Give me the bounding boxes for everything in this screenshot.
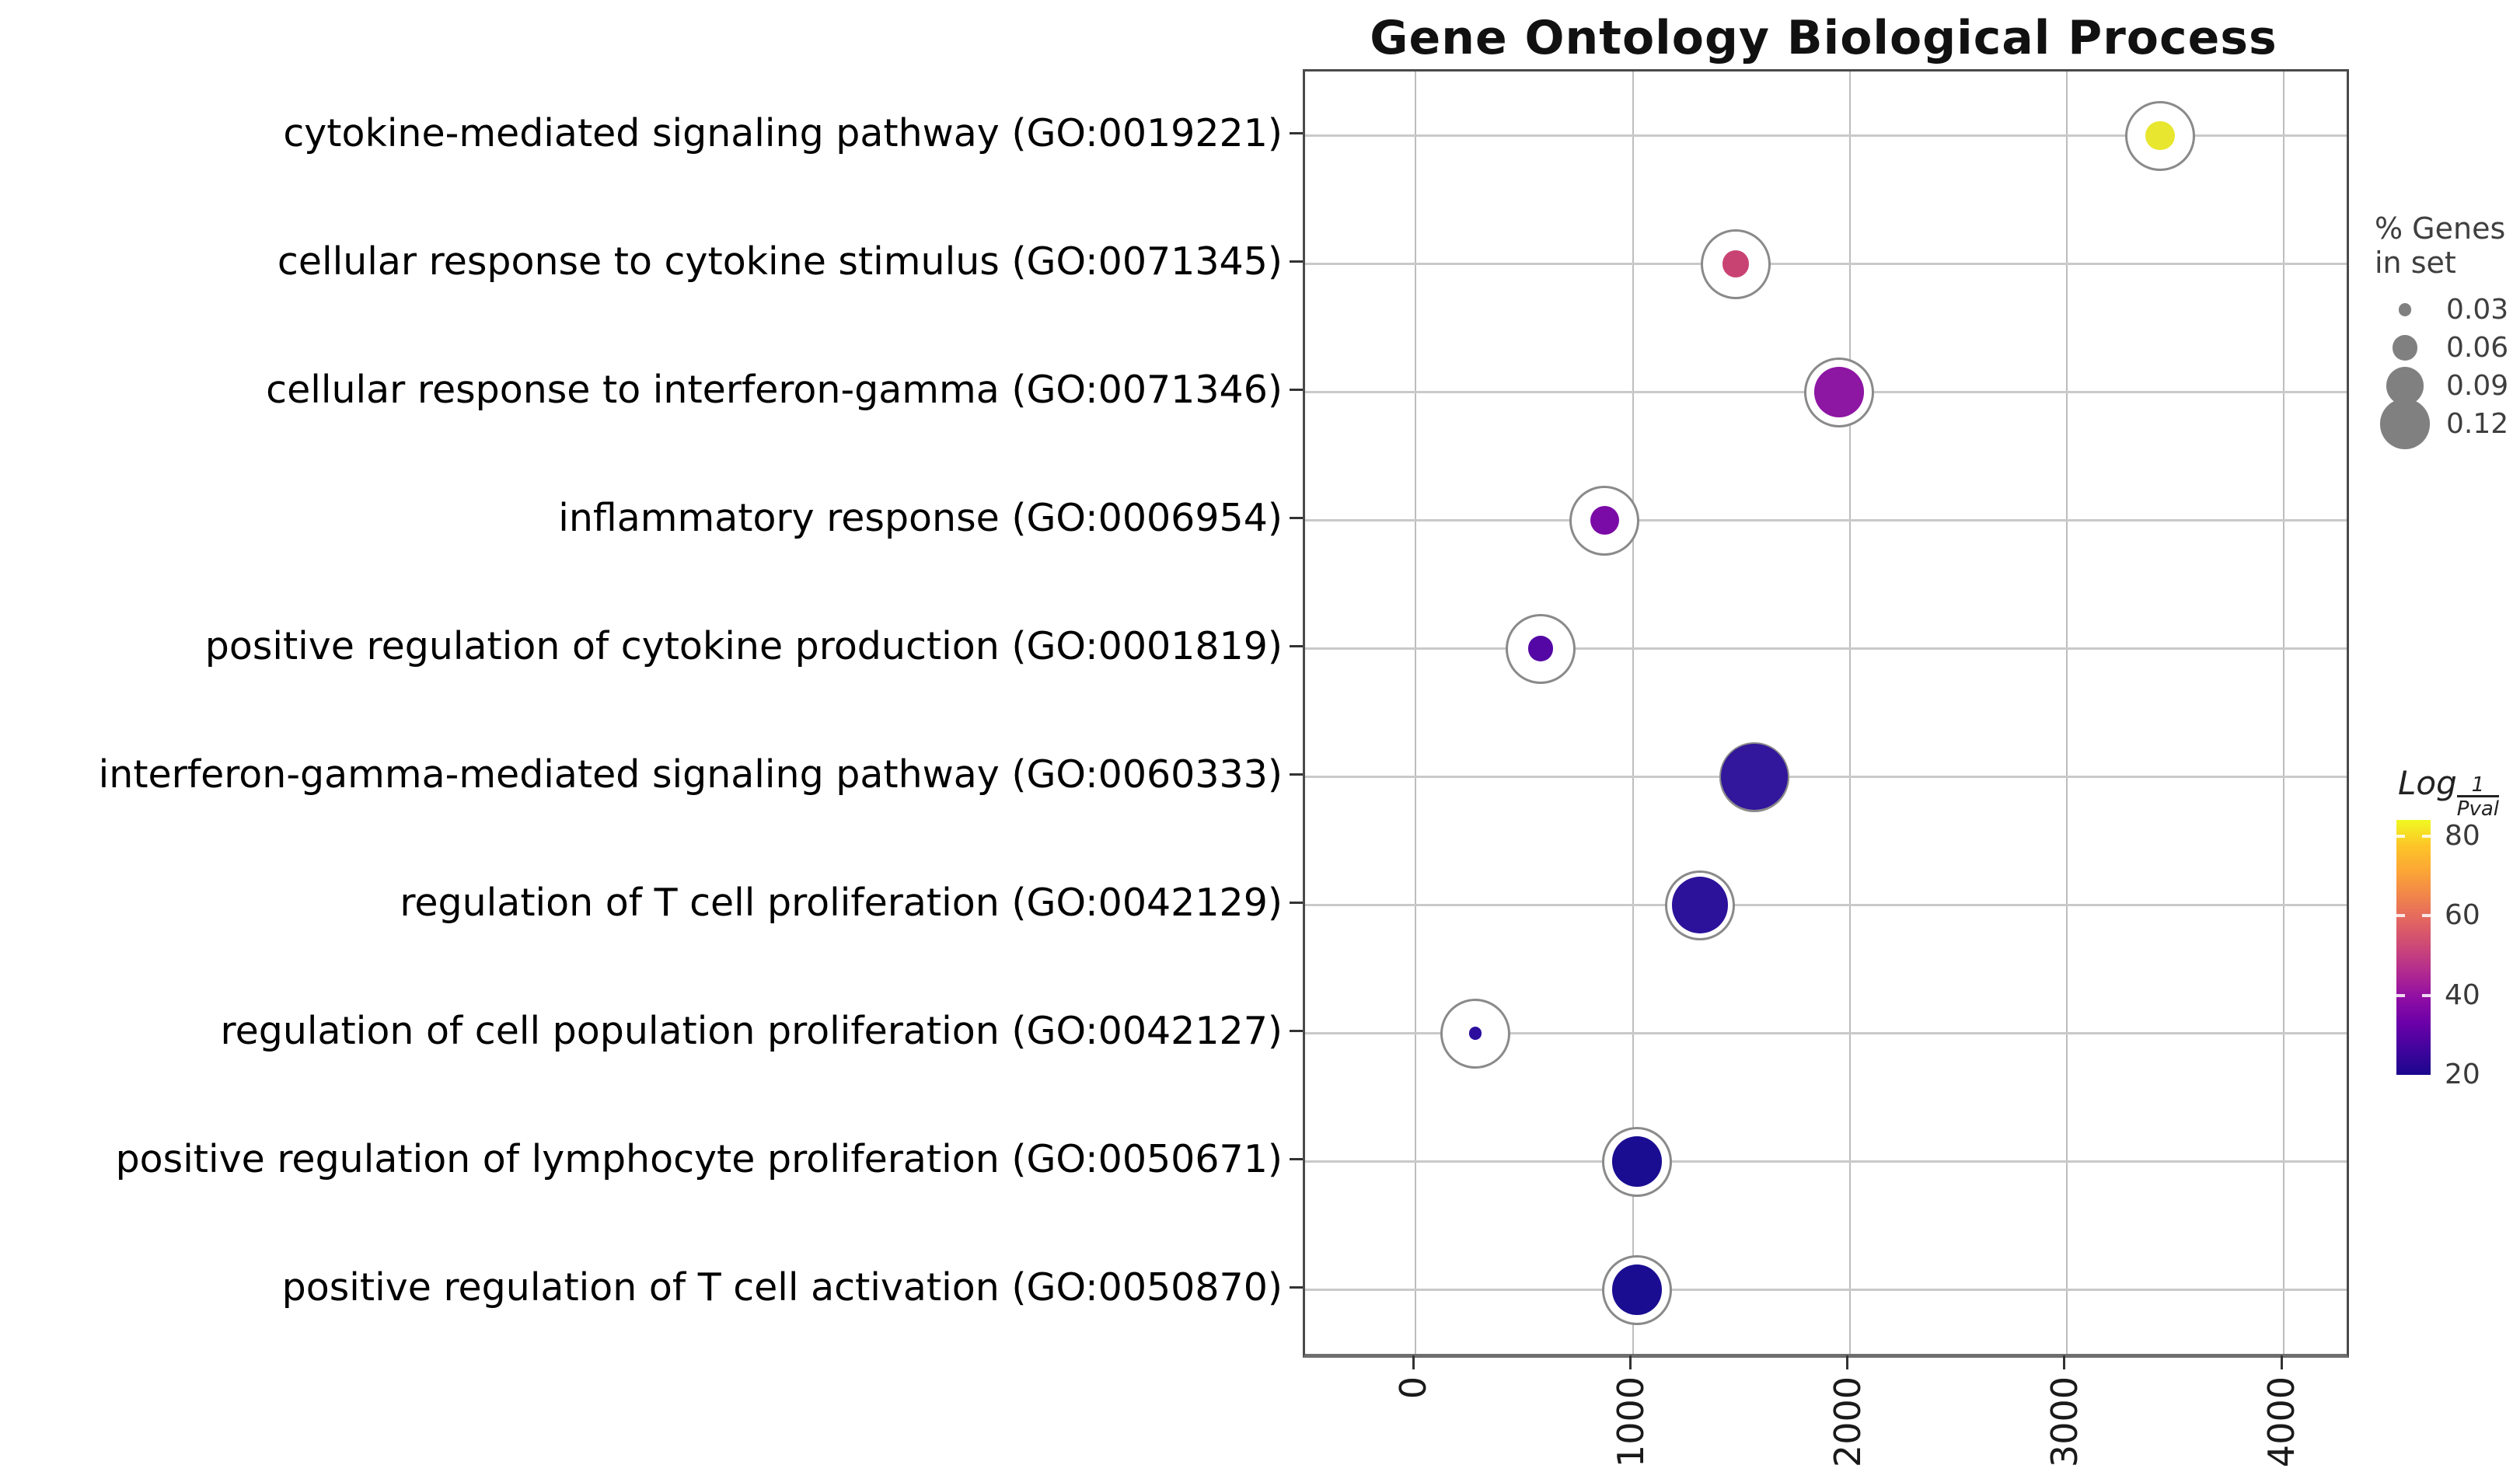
- gridline-row: [1305, 1289, 2347, 1291]
- x-tick-mark: [1412, 1355, 1415, 1369]
- gridline-row: [1305, 263, 2347, 265]
- size-legend-circle: [2398, 303, 2411, 316]
- size-legend-circle: [2379, 399, 2431, 449]
- gridline-row: [1305, 1160, 2347, 1163]
- y-tick-mark: [1290, 132, 1303, 134]
- size-legend: % Genes in set 0.03 0.06 0.09 0.12: [2375, 211, 2509, 449]
- gridline-row: [1305, 647, 2347, 650]
- gridline-row: [1305, 904, 2347, 906]
- colorbar-frac-denominator: Pval: [2456, 795, 2499, 819]
- size-legend-title: % Genes in set: [2375, 211, 2508, 280]
- size-legend-circle-cell: [2375, 399, 2435, 449]
- colorbar-title: Log 1 Pval: [2398, 764, 2499, 819]
- bubble-dot: [1721, 743, 1788, 811]
- colorbar-tick-dash: [2396, 914, 2405, 917]
- y-tick-mark: [1290, 1158, 1303, 1160]
- x-tick-mark: [2280, 1355, 2283, 1369]
- y-axis-label: cytokine-mediated signaling pathway (GO:…: [283, 110, 1283, 155]
- size-legend-rows: 0.03 0.06 0.09 0.12: [2375, 291, 2509, 449]
- y-tick-mark: [1290, 645, 1303, 647]
- gridline-row: [1305, 134, 2347, 137]
- colorbar-tick-dash: [2396, 993, 2405, 997]
- size-legend-value: 0.03: [2446, 294, 2509, 326]
- x-tick-label: 0: [1392, 1376, 1435, 1400]
- colorbar-tick-label: 40: [2445, 978, 2480, 1011]
- size-legend-circle-cell: [2375, 367, 2435, 405]
- x-tick-label: 4000: [2260, 1376, 2303, 1468]
- gridline-x-1000: [1632, 72, 1634, 1354]
- bubble-dot: [1722, 250, 1750, 277]
- size-legend-value: 0.09: [2446, 370, 2509, 402]
- y-axis-label: positive regulation of T cell activation…: [281, 1264, 1283, 1310]
- y-tick-mark: [1290, 260, 1303, 263]
- size-legend-circle: [2386, 367, 2424, 405]
- gridline-row: [1305, 1032, 2347, 1034]
- x-tick-label: 2000: [1826, 1376, 1869, 1468]
- y-axis-label: cellular response to cytokine stimulus (…: [277, 239, 1283, 284]
- y-tick-mark: [1290, 1030, 1303, 1032]
- gridline-row: [1305, 776, 2347, 778]
- colorbar-gradient: [2396, 820, 2431, 1075]
- colorbar-tick-label: 60: [2445, 899, 2480, 931]
- bubble-dot: [2145, 120, 2175, 151]
- gridline-x-4000: [2283, 72, 2285, 1354]
- size-legend-title-line1: % Genes: [2375, 211, 2506, 246]
- gridline-x-2000: [1848, 72, 1851, 1354]
- bubble-dot: [1527, 636, 1553, 661]
- size-legend-item: 0.06: [2375, 329, 2508, 367]
- y-axis-label: inflammatory response (GO:0006954): [558, 495, 1283, 540]
- x-tick-mark: [1629, 1355, 1632, 1369]
- size-legend-item: 0.09: [2375, 367, 2508, 405]
- x-tick-label: 1000: [1609, 1376, 1652, 1468]
- bubble-dot: [1672, 877, 1729, 933]
- y-axis-label: interferon-gamma-mediated signaling path…: [98, 752, 1283, 797]
- size-legend-circle: [2392, 335, 2418, 361]
- size-legend-value: 0.12: [2446, 408, 2509, 440]
- bubble-dot: [1813, 367, 1864, 417]
- size-legend-item: 0.12: [2375, 399, 2509, 449]
- bubble-dot: [1469, 1027, 1482, 1040]
- x-tick-mark: [1846, 1355, 1849, 1369]
- size-legend-circle-cell: [2375, 335, 2435, 361]
- x-tick-mark: [2063, 1355, 2066, 1369]
- y-axis-label: regulation of cell population proliferat…: [220, 1008, 1283, 1053]
- gridline-x-0: [1415, 72, 1417, 1354]
- y-tick-mark: [1290, 773, 1303, 776]
- colorbar-title-fraction: 1 Pval: [2456, 773, 2499, 819]
- colorbar-tick-dash: [2396, 834, 2405, 838]
- chart-title: Gene Ontology Biological Process: [1370, 11, 2277, 65]
- x-tick-label: 3000: [2043, 1376, 2085, 1468]
- bubble-dot: [1612, 1264, 1663, 1315]
- size-legend-value: 0.06: [2446, 332, 2509, 364]
- bubble-dot: [1590, 505, 1619, 535]
- bubble-dot: [1612, 1136, 1663, 1187]
- colorbar-tick-dash: [2422, 993, 2431, 997]
- colorbar-frac-numerator: 1: [2471, 773, 2485, 797]
- y-axis-label: positive regulation of cytokine producti…: [204, 623, 1283, 668]
- gridline-row: [1305, 519, 2347, 521]
- colorbar-tick-label: 80: [2445, 819, 2480, 852]
- colorbar-tick-label: 20: [2445, 1059, 2480, 1090]
- size-legend-circle-cell: [2375, 303, 2435, 316]
- colorbar-tick-dash: [2422, 914, 2431, 917]
- y-tick-mark: [1290, 1286, 1303, 1289]
- plot-area: [1303, 69, 2349, 1358]
- y-tick-mark: [1290, 517, 1303, 519]
- colorbar-tick-dash: [2422, 834, 2431, 838]
- y-axis-label: regulation of T cell proliferation (GO:0…: [400, 880, 1283, 925]
- colorbar-title-log: Log: [2398, 764, 2457, 802]
- y-axis-label: positive regulation of lymphocyte prolif…: [115, 1136, 1283, 1181]
- y-tick-mark: [1290, 389, 1303, 391]
- size-legend-item: 0.03: [2375, 291, 2508, 329]
- bubble-ring: [1569, 485, 1640, 556]
- y-tick-mark: [1290, 902, 1303, 904]
- gridline-x-3000: [2065, 72, 2068, 1354]
- y-axis-label: cellular response to interferon-gamma (G…: [266, 367, 1283, 412]
- size-legend-title-line2: in set: [2375, 246, 2456, 280]
